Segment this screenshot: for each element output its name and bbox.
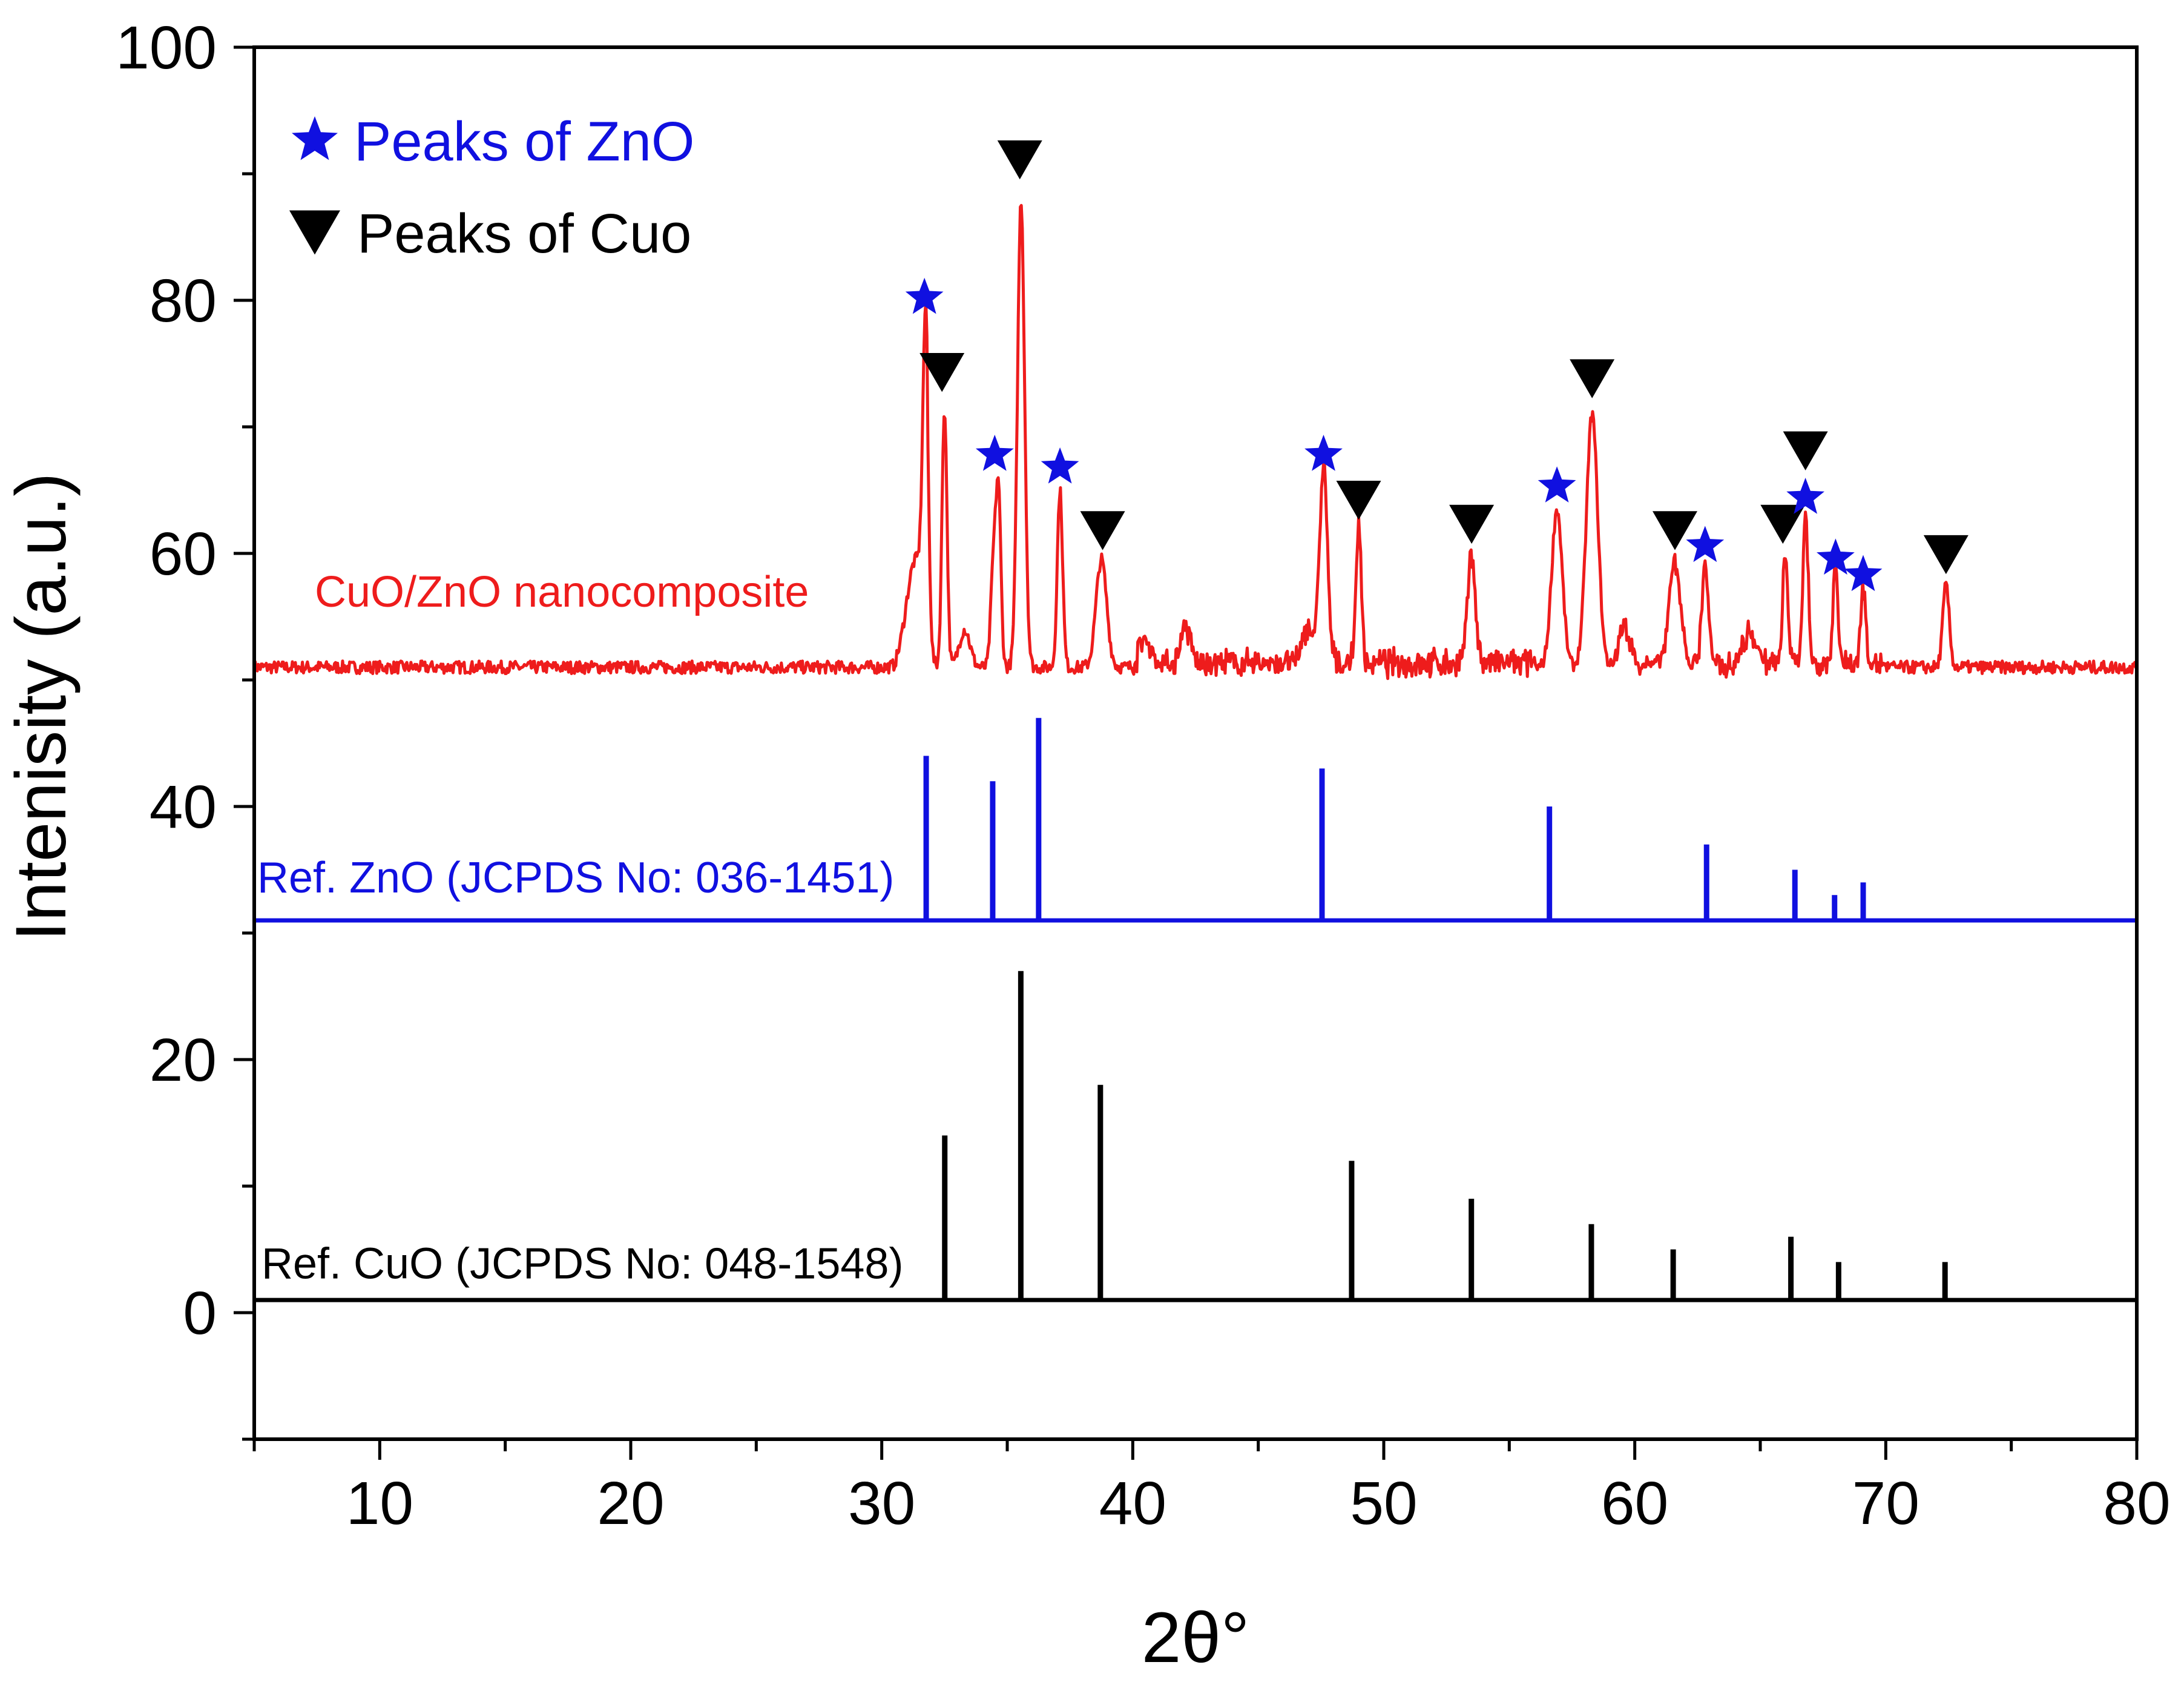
zno-peak-star-icon [905, 277, 944, 314]
series-label-composite: CuO/ZnO nanocomposite [315, 568, 809, 616]
legend-star-icon [292, 116, 338, 160]
x-axis-ticks: 10 20 30 40 50 60 70 80 [252, 1439, 2171, 1537]
y-tick-label: 100 [116, 14, 217, 82]
composite-pattern-line [252, 203, 2139, 681]
series-label-ref-zno: Ref. ZnO (JCPDS No: 036-1451) [257, 854, 894, 902]
x-tick-label: 40 [1099, 1469, 1166, 1537]
cuo-peak-triangle-icon [1923, 535, 1969, 575]
legend-star-shape [292, 116, 338, 160]
series-layer [252, 203, 2139, 1302]
axes-layer: 10 20 30 40 50 60 70 80 0 20 40 60 80 100 [116, 14, 2170, 1537]
peak-markers-layer [905, 140, 1969, 592]
x-tick-label: 10 [346, 1469, 413, 1537]
x-tick-label: 70 [1852, 1469, 1919, 1537]
label-layer: 2θ° Intenisity (a.u.) CuO/ZnO nanocompos… [1, 473, 1249, 1678]
cuo-peak-triangle-icon [1760, 504, 1806, 544]
y-tick-label: 80 [150, 267, 217, 335]
zno-peak-star-icon [1538, 466, 1576, 503]
legend: Peaks of ZnO Peaks of Cuo [289, 111, 694, 265]
zno-peak-star-icon [1686, 526, 1725, 562]
y-axis-ticks: 0 20 40 60 80 100 [116, 14, 254, 1441]
legend-label-zno: Peaks of ZnO [354, 111, 694, 173]
x-tick-label: 20 [597, 1469, 664, 1537]
cuo-peak-triangle-icon [997, 140, 1042, 180]
cuo-peak-triangle-icon [1449, 504, 1495, 544]
x-tick-label: 50 [1350, 1469, 1417, 1537]
cuo-peak-triangle-icon [1653, 511, 1698, 550]
cuo-peak-triangle-icon [1570, 359, 1615, 398]
legend-triangle-icon [289, 210, 340, 255]
plot-frame [252, 45, 2139, 1441]
cuo-peak-triangle-icon [1336, 481, 1381, 520]
cuo-peak-triangle-icon [919, 352, 965, 392]
x-tick-label: 80 [2103, 1469, 2170, 1537]
x-axis-label: 2θ° [1142, 1598, 1249, 1678]
legend-label-cuo: Peaks of Cuo [357, 203, 691, 265]
y-tick-label: 20 [150, 1026, 217, 1094]
y-tick-label: 60 [150, 520, 217, 588]
x-tick-label: 30 [848, 1469, 915, 1537]
legend-triangle-shape [289, 210, 340, 255]
y-tick-label: 40 [150, 773, 217, 841]
zno-peak-star-icon [975, 435, 1014, 471]
series-label-ref-cuo: Ref. CuO (JCPDS No: 048-1548) [261, 1240, 903, 1288]
x-tick-label: 60 [1601, 1469, 1668, 1537]
y-tick-label: 0 [183, 1279, 217, 1347]
cuo-peak-triangle-icon [1783, 431, 1828, 470]
zno-peak-star-icon [1041, 447, 1079, 484]
cuo-peak-triangle-icon [1080, 511, 1125, 550]
y-axis-label: Intenisity (a.u.) [1, 473, 81, 942]
zno-peak-star-icon [1786, 478, 1824, 514]
zno-peak-star-icon [1844, 555, 1883, 592]
zno-peak-star-icon [1817, 538, 1855, 575]
zno-peak-star-icon [1304, 435, 1343, 471]
